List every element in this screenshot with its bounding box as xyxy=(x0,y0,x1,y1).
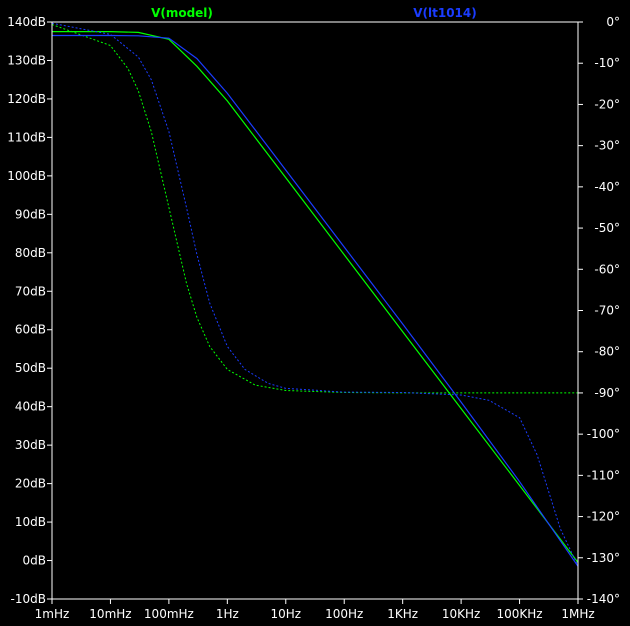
left-tick-label: -10dB xyxy=(11,592,46,606)
right-tick-label: -50° xyxy=(594,221,620,235)
left-tick-label: 120dB xyxy=(7,92,46,106)
left-tick-label: 20dB xyxy=(15,477,46,491)
left-tick-label: 140dB xyxy=(7,15,46,29)
left-tick-label: 50dB xyxy=(15,361,46,375)
right-tick-label: -90° xyxy=(594,386,620,400)
series-v-lt1014-magnitude xyxy=(52,34,579,567)
right-tick-label: -140° xyxy=(587,592,620,606)
x-tick-label: 100mHz xyxy=(144,607,194,621)
x-axis-ticks: 1mHz 10mHz 100mHz 1Hz 10Hz 100Hz 1KHz 10KHz 100K… xyxy=(35,599,595,621)
right-tick-label: -100° xyxy=(587,427,620,441)
right-tick-label: -130° xyxy=(587,551,620,565)
left-tick-label: 30dB xyxy=(15,438,46,452)
x-tick-label: 100Hz xyxy=(325,607,363,621)
left-tick-label: 90dB xyxy=(15,207,46,221)
right-axis-ticks: 0° -10° -20° -30° -40° -50° -60° -70° -80° -90° -1… xyxy=(578,15,620,606)
x-tick-label: 100KHz xyxy=(497,607,543,621)
left-tick-label: 70dB xyxy=(15,284,46,298)
left-tick-label: 80dB xyxy=(15,246,46,260)
x-tick-label: 1mHz xyxy=(35,607,70,621)
left-tick-label: 10dB xyxy=(15,515,46,529)
right-tick-label: -70° xyxy=(594,304,620,318)
right-tick-label: -80° xyxy=(594,345,620,359)
right-tick-label: -40° xyxy=(594,180,620,194)
left-tick-label: 130dB xyxy=(7,53,46,67)
left-tick-label: 110dB xyxy=(7,130,46,144)
left-tick-label: 100dB xyxy=(7,169,46,183)
x-tick-label: 1KHz xyxy=(387,607,418,621)
left-tick-label: 40dB xyxy=(15,400,46,414)
right-tick-label: -20° xyxy=(594,97,620,111)
right-tick-label: 0° xyxy=(606,15,620,29)
plot-frame xyxy=(51,21,579,600)
legend-v-lt1014[interactable]: V(lt1014) xyxy=(413,6,477,20)
right-tick-label: -10° xyxy=(594,56,620,70)
x-tick-label: 10KHz xyxy=(442,607,480,621)
x-tick-label: 1Hz xyxy=(216,607,239,621)
x-tick-label: 10mHz xyxy=(89,607,131,621)
right-tick-label: -120° xyxy=(587,510,620,524)
series-v-lt1014-phase xyxy=(51,22,579,567)
series-layer xyxy=(51,22,579,567)
series-v-model-magnitude xyxy=(52,31,579,563)
series-v-model-phase xyxy=(51,24,578,394)
x-tick-label: 1MHz xyxy=(561,607,594,621)
right-tick-label: -110° xyxy=(587,468,620,482)
right-tick-label: -60° xyxy=(594,262,620,276)
legend-v-model[interactable]: V(model) xyxy=(151,6,213,20)
left-tick-label: 0dB xyxy=(23,554,46,568)
left-tick-label: 60dB xyxy=(15,323,46,337)
x-tick-label: 10Hz xyxy=(270,607,301,621)
left-axis-ticks: 140dB 130dB 120dB 110dB 100dB 90dB 80dB 70dB 60d… xyxy=(7,15,52,606)
right-tick-label: -30° xyxy=(594,139,620,153)
